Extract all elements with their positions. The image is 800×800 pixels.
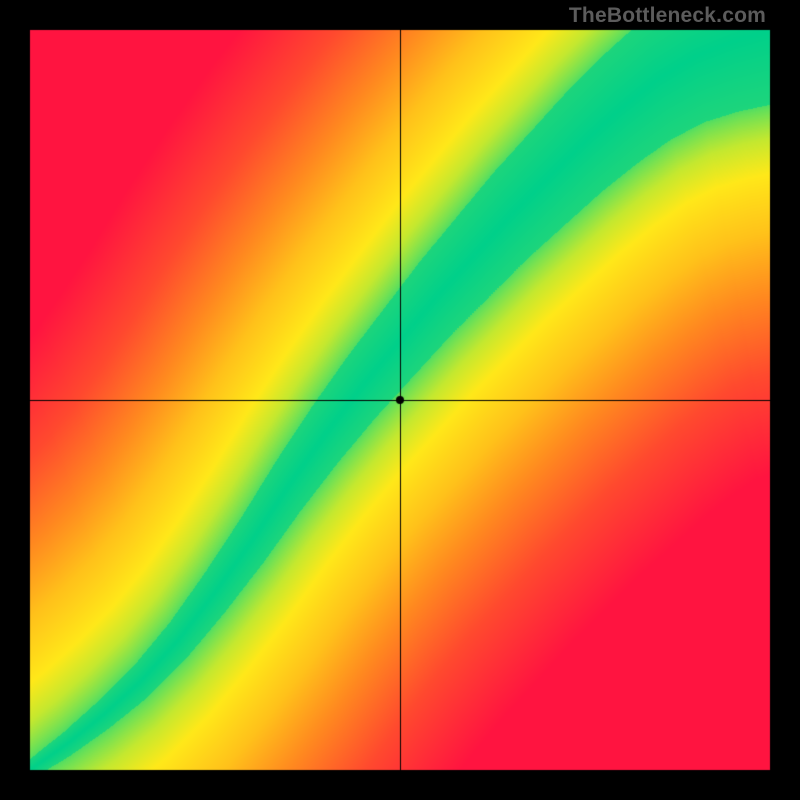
watermark-text: TheBottleneck.com	[569, 4, 766, 28]
heatmap-canvas	[0, 0, 800, 800]
